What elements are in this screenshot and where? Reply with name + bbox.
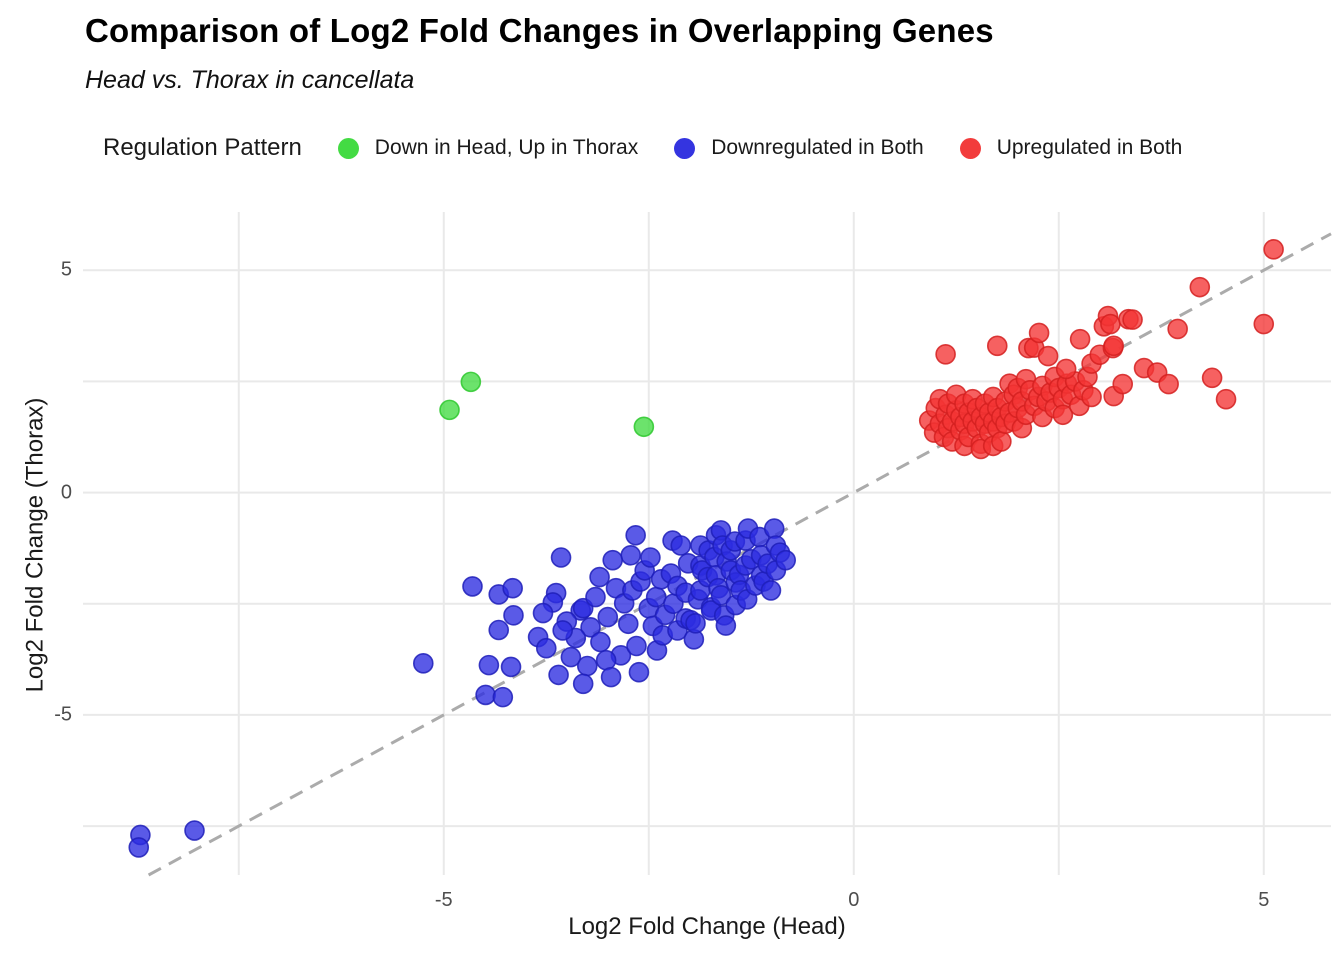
data-point [1167,318,1188,340]
y-axis-label: Log2 Fold Change (Thorax) [21,397,49,693]
data-point [552,620,573,641]
legend-item-label: Downregulated in Both [711,136,924,159]
data-point [478,654,500,676]
data-point [128,837,150,858]
data-point [595,649,617,671]
data-point [617,613,639,635]
data-point [645,586,667,608]
data-point [625,524,646,546]
y-tick-label: 0 [60,481,72,504]
data-point [572,673,594,695]
data-point [1215,388,1237,410]
data-point [488,619,510,641]
data-point [775,549,797,571]
legend-item-label: Upregulated in Both [996,136,1183,159]
data-point [576,655,598,677]
data-point [1112,373,1134,395]
y-tick-label: -5 [54,703,72,726]
data-point [628,661,650,683]
legend-item-label: Down in Head, Up in Thorax [374,136,639,159]
data-point [412,653,434,674]
data-point [460,371,482,393]
data-point [1122,309,1143,330]
data-point [991,431,1012,452]
data-point [439,399,460,421]
legend: Regulation Pattern Down in Head, Up in T… [103,134,1182,162]
data-point [475,684,496,706]
legend-dot-blue-icon [674,137,696,159]
x-tick-label: 5 [1258,889,1270,911]
data-point [1253,313,1275,335]
x-tick-label: 0 [848,889,860,911]
data-point [1055,358,1077,380]
series-upregulated-in-both [918,239,1284,460]
legend-dot-red-icon [959,137,981,159]
data-point [715,615,737,636]
legend-title: Regulation Pattern [103,134,302,161]
data-point [1189,276,1211,298]
legend-item-down-head-up-thorax: Down in Head, Up in Thorax [337,136,639,160]
series-down-in-head-up-in-thorax [439,371,655,438]
data-point [1081,386,1102,408]
x-axis-label: Log2 Fold Change (Head) [568,913,846,940]
data-point [502,577,523,599]
data-point [550,547,572,568]
legend-item-downregulated-both: Downregulated in Both [674,136,924,160]
series-downregulated-in-both [128,518,797,858]
data-point [1028,322,1050,344]
data-point [1069,328,1091,350]
legend-item-upregulated-both: Upregulated in Both [959,136,1183,160]
data-point [935,343,956,365]
data-point [503,605,524,626]
data-point [600,666,622,688]
data-point [1201,367,1223,389]
data-point [620,544,642,566]
data-point [590,631,611,653]
data-point [462,576,483,597]
data-point [184,820,205,841]
data-point [560,646,582,668]
data-point [760,580,782,601]
data-point [1037,345,1059,367]
data-point [1052,404,1074,426]
data-point [1158,373,1179,395]
data-point [1103,335,1125,357]
data-point [670,535,692,556]
data-point [585,586,606,608]
y-tick-label: 5 [60,258,72,281]
data-point [986,335,1008,357]
data-point [626,635,647,657]
data-point [580,617,601,638]
data-point [535,637,557,659]
data-point [763,518,785,539]
x-tick-label: -5 [434,889,453,911]
data-point [602,549,624,571]
legend-dot-green-icon [337,137,359,159]
data-point [1263,239,1284,260]
chart-title: Comparison of Log2 Fold Changes in Overl… [85,12,994,49]
data-point [500,656,522,678]
data-point [532,602,554,624]
data-point [492,686,514,708]
data-point [710,585,732,606]
data-point [1100,313,1121,335]
chart-subtitle: Head vs. Thorax in cancellata [85,66,415,94]
data-point [597,606,619,628]
data-point [548,664,569,686]
data-point [640,547,661,568]
data-point [589,566,610,588]
data-point [633,416,655,438]
data-point [685,613,706,634]
